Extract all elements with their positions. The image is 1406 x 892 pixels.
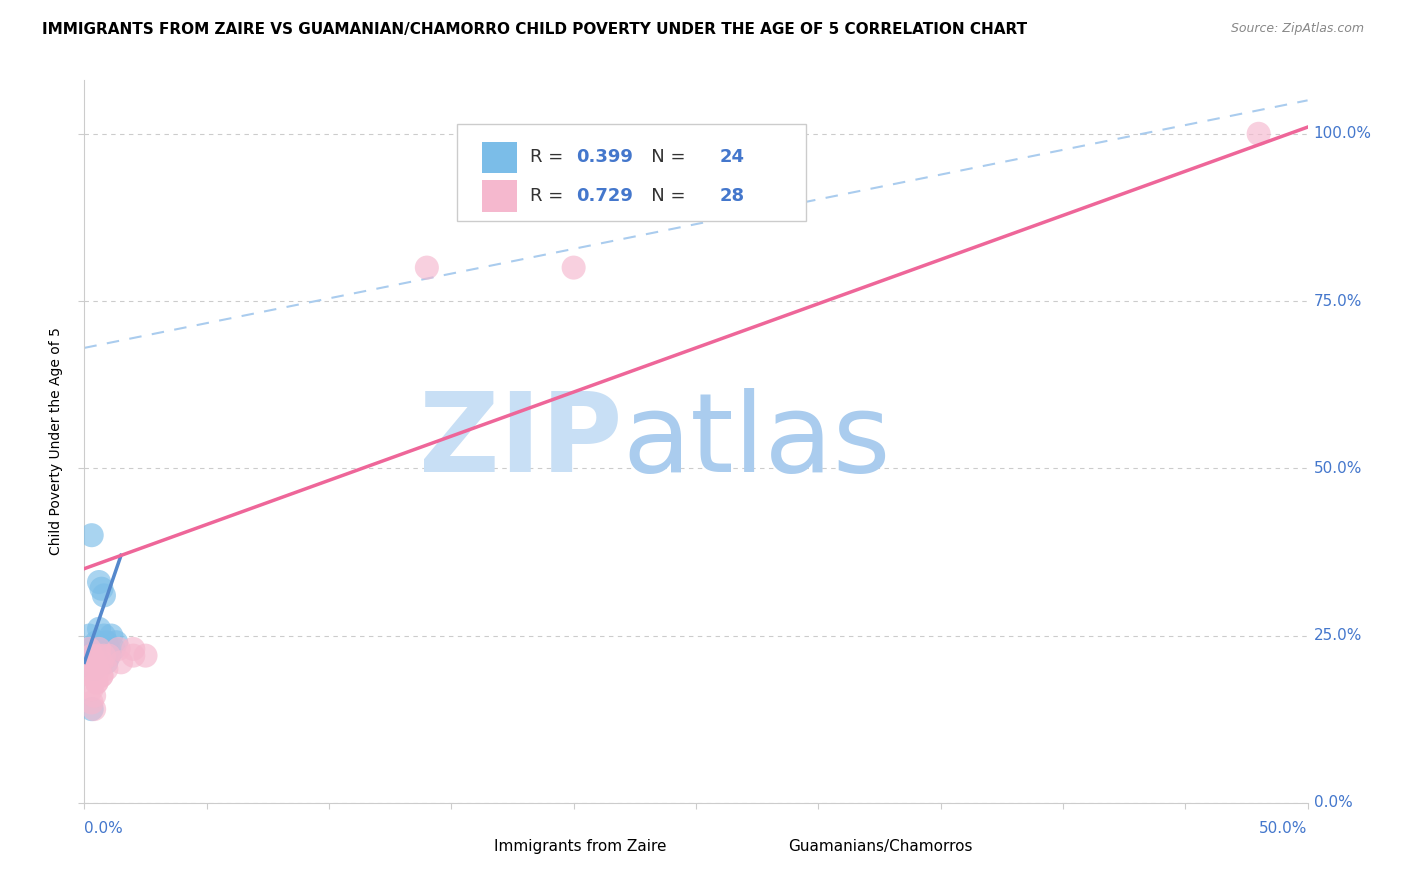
Point [83,662,105,676]
Point [86,675,108,690]
Point [96,662,118,676]
Point [86,635,108,649]
Point [80,642,103,657]
Text: Source: ZipAtlas.com: Source: ZipAtlas.com [1230,22,1364,36]
Text: N =: N = [634,148,690,167]
Point [97,648,120,663]
FancyBboxPatch shape [457,124,806,221]
Point [107,642,129,657]
Point [100,628,122,642]
Point [110,655,132,669]
Point [93,648,115,663]
Point [80,528,103,542]
Point [96,655,118,669]
Point [90,655,112,669]
Point [90,669,112,683]
Point [77,628,100,642]
Point [93,648,115,663]
Point [122,648,145,663]
Point [87,642,110,657]
Point [77,642,100,657]
Text: 0.0%: 0.0% [1313,796,1353,810]
Point [562,260,585,275]
FancyBboxPatch shape [449,837,484,855]
Point [80,681,103,696]
Point [103,642,125,657]
Text: 25.0%: 25.0% [1313,628,1362,643]
Text: atlas: atlas [623,388,891,495]
FancyBboxPatch shape [482,180,517,211]
Point [80,669,103,683]
Point [105,635,128,649]
Text: 28: 28 [720,186,744,204]
Point [87,648,110,663]
Point [86,662,108,676]
Y-axis label: Child Poverty Under the Age of 5: Child Poverty Under the Age of 5 [49,327,63,556]
Point [87,662,110,676]
Point [93,628,115,642]
Text: R =: R = [530,148,568,167]
Point [83,702,105,716]
Point [96,635,118,649]
Text: 0.0%: 0.0% [84,821,124,836]
Point [87,648,110,663]
Point [83,648,105,663]
Text: IMMIGRANTS FROM ZAIRE VS GUAMANIAN/CHAMORRO CHILD POVERTY UNDER THE AGE OF 5 COR: IMMIGRANTS FROM ZAIRE VS GUAMANIAN/CHAMO… [42,22,1028,37]
FancyBboxPatch shape [742,837,778,855]
Point [77,662,100,676]
Text: Immigrants from Zaire: Immigrants from Zaire [494,838,666,854]
Point [90,582,112,596]
Point [80,702,103,716]
Text: ZIP: ZIP [419,388,623,495]
Text: 0.399: 0.399 [576,148,633,167]
Point [86,675,108,690]
Point [135,648,157,663]
Text: 24: 24 [720,148,744,167]
Point [87,575,110,590]
Point [83,655,105,669]
Point [90,655,112,669]
Point [93,589,115,603]
Point [80,648,103,663]
FancyBboxPatch shape [482,142,517,173]
Text: 100.0%: 100.0% [1313,127,1372,141]
Point [416,260,439,275]
Point [90,642,112,657]
Text: 50.0%: 50.0% [1260,821,1308,836]
Text: R =: R = [530,186,568,204]
Text: 75.0%: 75.0% [1313,293,1362,309]
Point [87,622,110,636]
Text: Guamanians/Chamorros: Guamanians/Chamorros [787,838,972,854]
Point [97,648,120,663]
Point [97,642,120,657]
Point [122,642,145,657]
Point [90,669,112,683]
Text: N =: N = [634,186,690,204]
Point [83,662,105,676]
Text: 0.729: 0.729 [576,186,633,204]
Point [1247,127,1270,141]
Text: 50.0%: 50.0% [1313,461,1362,475]
Point [86,655,108,669]
Point [80,696,103,710]
Point [83,689,105,703]
